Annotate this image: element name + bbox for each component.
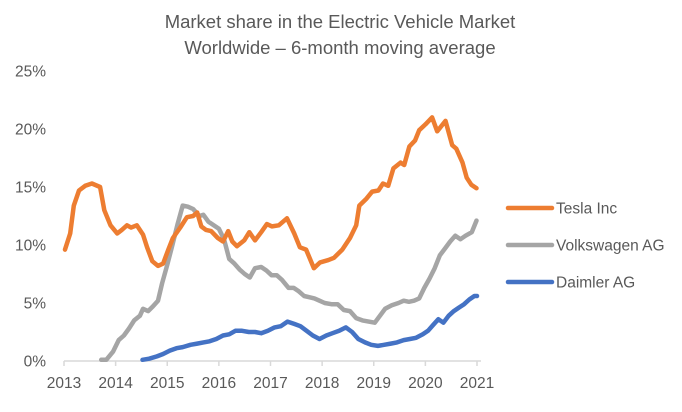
x-tick-label: 2016 bbox=[202, 375, 236, 392]
x-tick-label: 2021 bbox=[460, 375, 494, 392]
legend-label: Volkswagen AG bbox=[556, 238, 665, 255]
series-layer bbox=[62, 115, 480, 363]
series-line-tesla-inc bbox=[62, 115, 479, 271]
x-tick-label: 2015 bbox=[150, 375, 184, 392]
x-tick-label: 2017 bbox=[253, 375, 287, 392]
y-tick-label: 0% bbox=[24, 354, 47, 371]
y-tick-label: 15% bbox=[15, 180, 46, 197]
legend-label: Daimler AG bbox=[556, 275, 635, 292]
x-tick-label: 2014 bbox=[98, 375, 133, 392]
legend: Tesla Inc Volkswagen AG Daimler AG bbox=[505, 201, 665, 292]
y-tick-label: 20% bbox=[15, 122, 46, 139]
x-tick-label: 2020 bbox=[408, 375, 443, 392]
chart-title-line-1: Market share in the Electric Vehicle Mar… bbox=[165, 11, 516, 32]
y-tick-label: 10% bbox=[15, 238, 46, 255]
series-line-daimler-ag bbox=[140, 293, 480, 363]
legend-label: Tesla Inc bbox=[556, 201, 617, 218]
series-line-volkswagen-ag bbox=[98, 203, 479, 363]
x-tick-label: 2018 bbox=[305, 375, 339, 392]
x-tick-label: 2019 bbox=[357, 375, 391, 392]
y-tick-label: 25% bbox=[15, 64, 46, 81]
x-axis: 2013 2014 2015 2016 2017 2018 2019 2020 2021 bbox=[47, 360, 494, 392]
y-axis: 0% 5% 10% 15% 20% 25% bbox=[15, 64, 46, 371]
y-tick-label: 5% bbox=[24, 296, 47, 313]
x-tick-label: 2013 bbox=[47, 375, 81, 392]
chart-title-line-2: Worldwide – 6-month moving average bbox=[184, 37, 495, 58]
